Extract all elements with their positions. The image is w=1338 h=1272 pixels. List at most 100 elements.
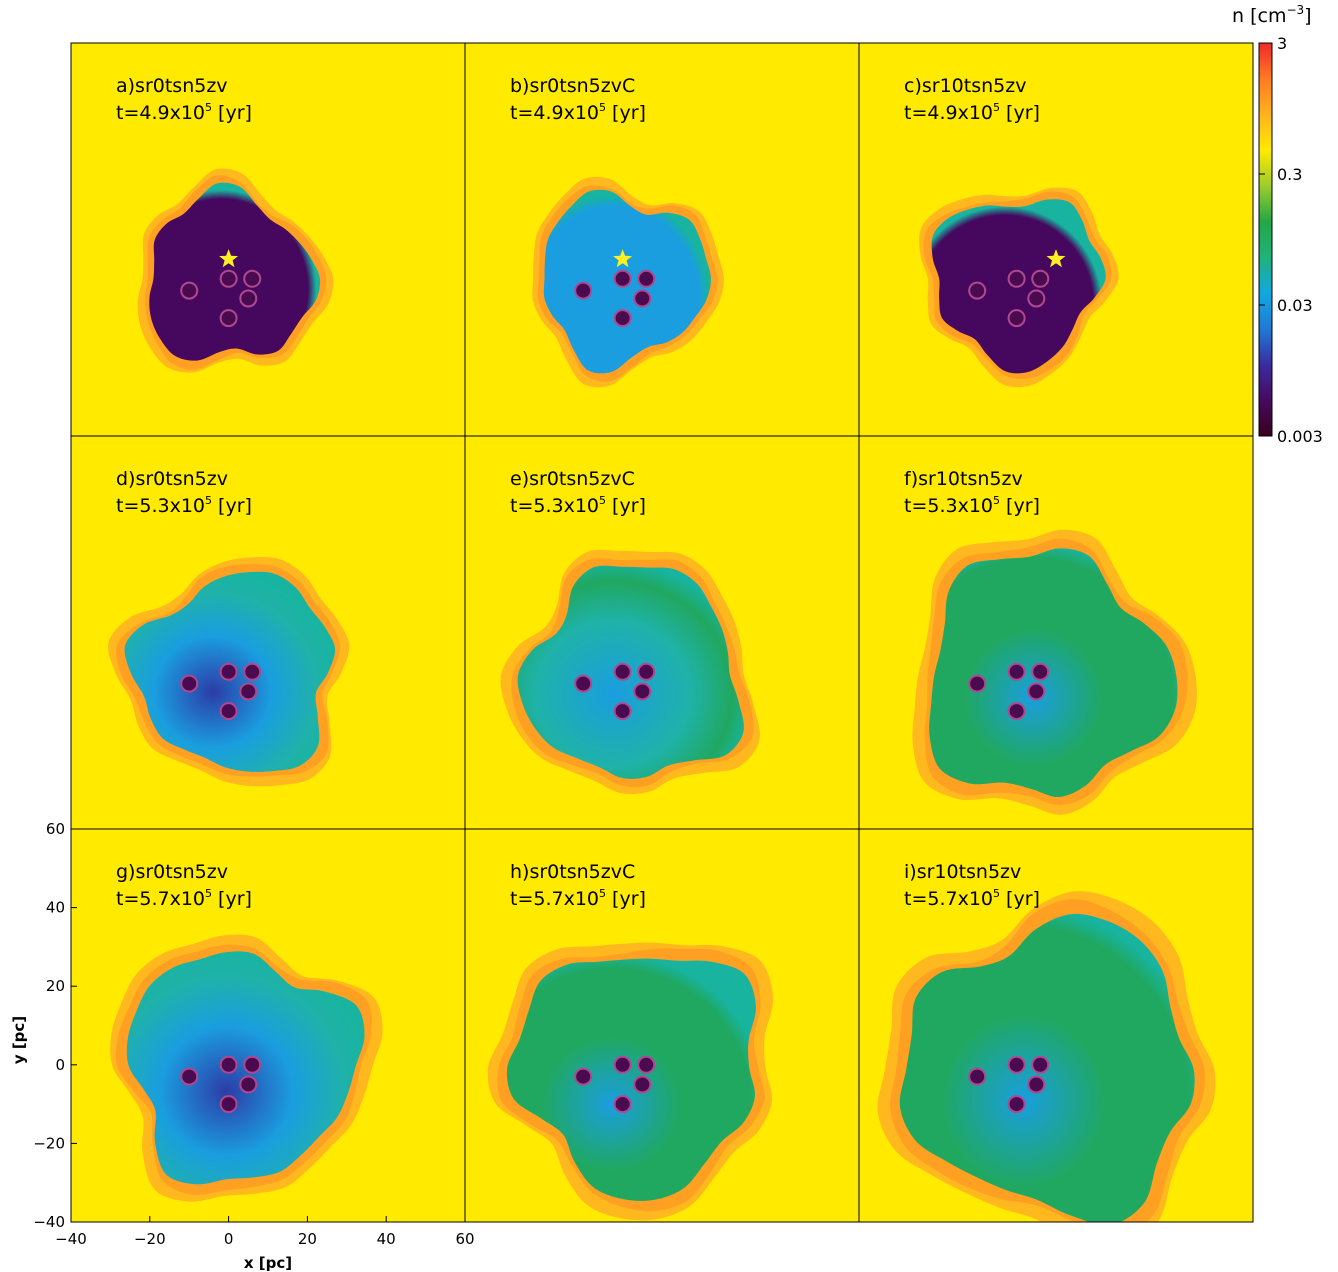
cluster-knot	[239, 682, 258, 701]
cluster-knot	[1031, 269, 1050, 288]
colorbar-ticks: 3 0.3 0.03 0.003	[1259, 34, 1323, 446]
star-marker	[613, 249, 633, 268]
panel-label: g)sr0tsn5zv	[116, 861, 228, 883]
y-tick-label: 40	[46, 899, 65, 917]
cluster-knot	[613, 1055, 632, 1074]
x-tick-label: −40	[55, 1230, 87, 1248]
y-axis-ticks: 60 40 20 0 −20 −40	[33, 820, 77, 1231]
x-tick-label: 0	[224, 1230, 234, 1248]
x-tick-label: −20	[134, 1230, 166, 1248]
panel-time: t=5.7x105 [yr]	[116, 887, 252, 910]
panel-time: t=4.9x105 [yr]	[904, 101, 1040, 124]
panel-label: b)sr0tsn5zvC	[510, 75, 635, 97]
x-tick-label: 20	[298, 1230, 317, 1248]
cluster-knot	[180, 1067, 199, 1086]
y-tick-label: 20	[46, 977, 65, 995]
cluster-knot	[637, 269, 656, 288]
cluster-knot	[243, 1055, 262, 1074]
cluster-knot	[613, 1095, 632, 1114]
cluster-knot	[637, 1055, 656, 1074]
panel-frame	[858, 828, 1254, 1223]
cluster-knot	[219, 1055, 238, 1074]
x-axis-label: x [pc]	[244, 1254, 292, 1272]
cluster-knot	[243, 662, 262, 681]
cluster-knot	[1007, 1055, 1026, 1074]
panel-label: f)sr10tsn5zv	[904, 468, 1023, 490]
y-tick-label: −40	[33, 1213, 65, 1231]
panel-label: h)sr0tsn5zvC	[510, 861, 635, 883]
hot-bubble	[506, 958, 756, 1201]
cluster-knot	[968, 281, 987, 300]
cluster-knot	[1007, 702, 1026, 721]
x-tick-label: 60	[455, 1230, 474, 1248]
y-tick-label: 60	[46, 820, 65, 838]
panel-label: i)sr10tsn5zv	[904, 861, 1021, 883]
colorbar-tick-label: 0.003	[1277, 427, 1323, 446]
cluster-knot	[219, 1095, 238, 1114]
cluster-knot	[219, 269, 238, 288]
cluster-knot	[1007, 309, 1026, 328]
panel-f: f)sr10tsn5zv t=5.3x105 [yr]	[858, 435, 1254, 830]
cluster-knot	[633, 289, 652, 308]
cluster-knot	[219, 309, 238, 328]
cluster-knot	[633, 682, 652, 701]
cluster-knot	[574, 281, 593, 300]
cluster-knot	[239, 289, 258, 308]
colorbar-label: n [cm−3]	[1232, 3, 1312, 27]
panel-time: t=5.3x105 [yr]	[510, 494, 646, 517]
cluster-knot	[1007, 1095, 1026, 1114]
cluster-knot	[968, 674, 987, 693]
cluster-knot	[637, 662, 656, 681]
colorbar-tick-label: 0.03	[1277, 296, 1313, 315]
x-axis-ticks: −40 −20 0 20 40 60	[55, 1216, 475, 1248]
panel-label: a)sr0tsn5zv	[116, 75, 228, 97]
cluster-knot	[239, 1075, 258, 1094]
cluster-knot	[1031, 1055, 1050, 1074]
cluster-knot	[574, 1067, 593, 1086]
panel-time: t=5.3x105 [yr]	[116, 494, 252, 517]
cluster-knot	[219, 702, 238, 721]
cluster-knot	[1007, 662, 1026, 681]
colorbar: 3 0.3 0.03 0.003 n [cm−3]	[1232, 3, 1323, 446]
cluster-knot	[219, 662, 238, 681]
panel-h: h)sr0tsn5zvC t=5.7x105 [yr]	[464, 828, 860, 1223]
cluster-knot	[613, 309, 632, 328]
cluster-knot	[1031, 662, 1050, 681]
cluster-knot	[613, 269, 632, 288]
panel-time: t=4.9x105 [yr]	[510, 101, 646, 124]
cluster-knot	[613, 662, 632, 681]
colorbar-gradient	[1258, 42, 1273, 437]
panel-time: t=4.9x105 [yr]	[116, 101, 252, 124]
cluster-knot	[613, 702, 632, 721]
panel-time: t=5.3x105 [yr]	[904, 494, 1040, 517]
panel-e: e)sr0tsn5zvC t=5.3x105 [yr]	[464, 435, 860, 830]
hot-bubble	[929, 548, 1178, 798]
cluster-knot	[574, 674, 593, 693]
colorbar-tick-label: 3	[1277, 34, 1287, 53]
panel-g: g)sr0tsn5zv t=5.7x105 [yr]	[70, 828, 466, 1223]
panel-time: t=5.7x105 [yr]	[904, 887, 1040, 910]
cluster-knot	[1007, 269, 1026, 288]
y-tick-label: 0	[55, 1056, 65, 1074]
panel-time: t=5.7x105 [yr]	[510, 887, 646, 910]
cluster-knot	[1027, 289, 1046, 308]
cluster-knot	[1027, 1075, 1046, 1094]
star-marker	[1046, 249, 1066, 268]
panel-a: a)sr0tsn5zv t=4.9x105 [yr]	[70, 42, 466, 437]
panel-label: c)sr10tsn5zv	[904, 75, 1026, 97]
y-axis-label: y [pc]	[10, 1016, 28, 1064]
cluster-knot	[1027, 682, 1046, 701]
cluster-knot	[180, 674, 199, 693]
axes: −40 −20 0 20 40 60 60 40 20 0 −20 −40 x [pc] y [pc…	[10, 820, 475, 1272]
y-tick-label: −20	[33, 1134, 65, 1152]
panel-c: c)sr10tsn5zv t=4.9x105 [yr]	[858, 42, 1254, 437]
cluster-knot	[968, 1067, 987, 1086]
panel-i: i)sr10tsn5zv t=5.7x105 [yr]	[858, 828, 1254, 1223]
panel-label: d)sr0tsn5zv	[116, 468, 228, 490]
panel-d: d)sr0tsn5zv t=5.3x105 [yr]	[70, 435, 466, 830]
cluster-knot	[180, 281, 199, 300]
colorbar-tick-label: 0.3	[1277, 165, 1302, 184]
star-marker	[219, 249, 239, 268]
cluster-knot	[243, 269, 262, 288]
